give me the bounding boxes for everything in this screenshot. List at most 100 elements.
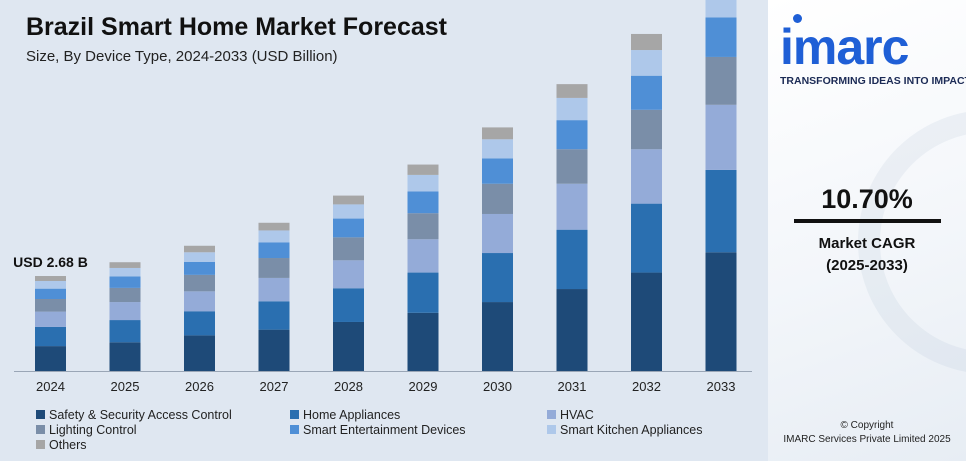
bar-segment-2025-0 xyxy=(109,342,141,371)
bar-segment-2024-6 xyxy=(35,276,66,281)
bar-segment-2025-5 xyxy=(109,267,141,277)
bar-segment-2025-6 xyxy=(109,262,141,268)
bar-segment-2030-0 xyxy=(482,302,513,371)
legend-swatch xyxy=(36,440,45,449)
bar-segment-2031-5 xyxy=(556,97,588,121)
x-tick-label: 2026 xyxy=(185,379,214,394)
bar-segment-2024-3 xyxy=(35,298,66,312)
legend-label: Safety & Security Access Control xyxy=(49,408,232,422)
legend-label: Smart Entertainment Devices xyxy=(303,423,466,437)
bar-segment-2030-1 xyxy=(482,253,513,303)
legend-swatch xyxy=(290,425,299,434)
chart-subtitle: Size, By Device Type, 2024-2033 (USD Bil… xyxy=(26,48,338,65)
copyright-line2: IMARC Services Private Limited 2025 xyxy=(783,434,951,445)
legend-label: Lighting Control xyxy=(49,423,137,437)
bar-segment-2027-6 xyxy=(258,222,290,231)
bar-segment-2028-6 xyxy=(333,195,364,205)
cagr-label-line1: Market CAGR xyxy=(818,235,916,252)
bar-segment-2030-3 xyxy=(482,183,513,214)
cagr-divider xyxy=(794,219,941,223)
bar-segment-2032-4 xyxy=(631,75,662,110)
bar-segment-2030-2 xyxy=(482,213,513,254)
bar-segment-2027-0 xyxy=(258,329,290,371)
copyright-line1: © Copyright xyxy=(840,420,894,431)
legend-swatch xyxy=(290,410,299,419)
bar-segment-2026-6 xyxy=(184,245,215,253)
bar-segment-2030-6 xyxy=(482,127,513,140)
bar-segment-2031-0 xyxy=(556,289,588,371)
bar-segment-2033-2 xyxy=(705,104,737,170)
bar-segment-2032-1 xyxy=(631,203,662,273)
legend-item: Home Appliances xyxy=(290,408,400,422)
x-tick-label: 2032 xyxy=(632,379,661,394)
imarc-logo: imarc TRANSFORMING IDEAS INTO IMPACT xyxy=(780,14,966,87)
bar-segment-2029-2 xyxy=(407,239,439,273)
x-tick-label: 2028 xyxy=(334,379,363,394)
bar-segment-2029-4 xyxy=(407,191,439,214)
bar-segment-2031-4 xyxy=(556,120,588,150)
legend-swatch xyxy=(547,425,556,434)
bar-segment-2032-2 xyxy=(631,149,662,204)
bar-segment-2029-1 xyxy=(407,272,439,313)
bar-segment-2028-0 xyxy=(333,321,364,371)
bar-segment-2025-1 xyxy=(109,320,141,343)
bar-segment-2033-1 xyxy=(705,169,737,253)
bar-segment-2026-1 xyxy=(184,311,215,336)
bar-segment-2030-5 xyxy=(482,139,513,159)
brand-panel: imarc TRANSFORMING IDEAS INTO IMPACT 10.… xyxy=(768,0,966,461)
chart-title: Brazil Smart Home Market Forecast xyxy=(26,13,447,41)
bar-segment-2026-2 xyxy=(184,291,215,312)
bar-segment-2032-0 xyxy=(631,272,662,371)
bar-segment-2032-5 xyxy=(631,50,662,76)
bar-segment-2029-6 xyxy=(407,164,439,175)
bar-segment-2025-2 xyxy=(109,302,141,321)
bar-segment-2033-4 xyxy=(705,17,737,57)
bar-segment-2026-3 xyxy=(184,274,215,292)
bar-segment-2028-1 xyxy=(333,288,364,322)
bar-segment-2027-5 xyxy=(258,230,290,243)
bar-segment-2031-2 xyxy=(556,183,588,230)
bar-segment-2031-1 xyxy=(556,229,588,290)
legend-label: HVAC xyxy=(560,408,594,422)
bar-segment-2027-3 xyxy=(258,258,290,278)
bar-segment-2028-4 xyxy=(333,218,364,238)
bar-segment-2032-3 xyxy=(631,109,662,150)
copyright-note: © Copyright IMARC Services Private Limit… xyxy=(768,419,966,447)
bar-segment-2025-4 xyxy=(109,276,141,288)
bar-segment-2025-3 xyxy=(109,287,141,303)
legend-label: Home Appliances xyxy=(303,408,401,422)
bar-segment-2027-4 xyxy=(258,242,290,259)
x-tick-label: 2029 xyxy=(409,379,438,394)
legend-swatch xyxy=(547,410,556,419)
cagr-label-line2: (2025-2033) xyxy=(826,257,908,274)
bar-segment-2033-3 xyxy=(705,56,737,105)
x-tick-label: 2033 xyxy=(707,379,736,394)
legend-item: Lighting Control xyxy=(36,423,137,437)
stacked-bar-chart: 2024 2025 2026 2027 2028 2029 2030 2031 2032 2033… xyxy=(13,0,752,394)
data-label: USD 2.68 B xyxy=(13,254,88,270)
bar-segment-2024-2 xyxy=(35,311,66,327)
bar-segment-2024-5 xyxy=(35,280,66,289)
bar-segment-2029-5 xyxy=(407,174,439,192)
legend-item: Smart Kitchen Appliances xyxy=(547,423,702,437)
cagr-label: Market CAGR (2025-2033) xyxy=(768,233,966,277)
bar-segment-2024-0 xyxy=(35,346,66,371)
x-tick-label: 2025 xyxy=(111,379,140,394)
legend-item: Others xyxy=(36,438,87,452)
bar-segment-2029-3 xyxy=(407,213,439,240)
bar-segment-2024-4 xyxy=(35,288,66,299)
bar-segment-2032-6 xyxy=(631,33,662,51)
bar-segment-2027-1 xyxy=(258,301,290,330)
legend-item: HVAC xyxy=(547,408,594,422)
bar-segment-2027-2 xyxy=(258,277,290,302)
bar-segment-2033-0 xyxy=(705,252,737,371)
legend-swatch xyxy=(36,425,45,434)
bar-segment-2029-0 xyxy=(407,312,439,371)
legend-item: Smart Entertainment Devices xyxy=(290,423,466,437)
x-tick-label: 2030 xyxy=(483,379,512,394)
x-tick-label: 2027 xyxy=(260,379,289,394)
chart-panel: Brazil Smart Home Market Forecast Size, … xyxy=(13,0,752,452)
legend-label: Smart Kitchen Appliances xyxy=(560,423,703,437)
x-tick-label: 2024 xyxy=(36,379,65,394)
bar-segment-2028-2 xyxy=(333,260,364,289)
